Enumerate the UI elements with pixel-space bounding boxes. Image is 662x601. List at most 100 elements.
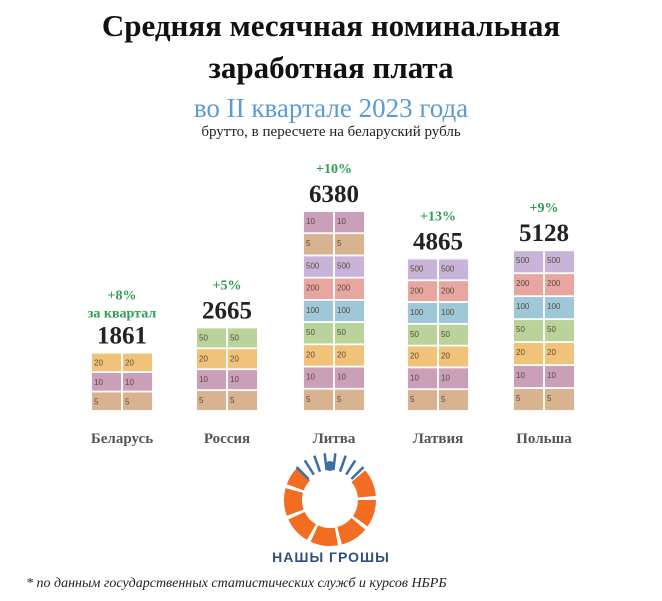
banknote <box>334 366 365 389</box>
logo-segment <box>288 511 316 540</box>
banknote-denomination: 5 <box>125 398 130 407</box>
category-label: Россия <box>204 431 250 447</box>
banknote-denomination: 200 <box>441 286 455 295</box>
banknote <box>91 372 122 392</box>
banknote-denomination: 50 <box>230 333 239 342</box>
banknote <box>438 389 469 411</box>
banknote-denomination: 500 <box>441 264 455 273</box>
banknote-denomination: 200 <box>547 279 561 288</box>
banknote <box>513 296 544 319</box>
banknote-denomination: 10 <box>94 378 103 387</box>
banknote <box>334 344 365 367</box>
banknote <box>544 365 575 388</box>
banknote-denomination: 5 <box>547 394 552 403</box>
banknote <box>407 324 438 346</box>
banknote <box>227 369 258 390</box>
logo-emblem-stroke <box>303 459 315 476</box>
banknote <box>407 258 438 280</box>
banknote-denomination: 500 <box>516 256 530 265</box>
banknote-denomination: 10 <box>337 217 346 226</box>
banknote-denomination: 20 <box>547 348 556 357</box>
banknote-denomination: 5 <box>306 395 311 404</box>
banknote-denomination: 5 <box>337 395 342 404</box>
value-label: 5128 <box>519 220 569 247</box>
banknote-denomination: 5 <box>199 396 204 405</box>
banknote-denomination: 5 <box>410 395 415 404</box>
banknote-denomination: 100 <box>337 306 351 315</box>
banknote <box>513 365 544 388</box>
banknote <box>438 324 469 346</box>
banknote-denomination: 10 <box>410 373 419 382</box>
banknote-denomination: 20 <box>410 352 419 361</box>
banknote <box>334 255 365 278</box>
banknote-denomination: 20 <box>441 352 450 361</box>
category-label: Латвия <box>413 431 464 447</box>
banknote <box>227 327 258 349</box>
banknote <box>334 322 365 345</box>
banknote <box>303 255 334 278</box>
logo-segment <box>286 467 311 491</box>
banknote <box>196 369 227 390</box>
banknote <box>513 273 544 296</box>
banknote <box>91 391 122 411</box>
banknote-denomination: 10 <box>199 375 208 384</box>
banknote <box>196 327 227 349</box>
banknote-denomination: 5 <box>306 239 311 248</box>
banknote-denomination: 20 <box>199 354 208 363</box>
chart-title-line1: Средняя месячная номинальная <box>101 8 561 43</box>
banknote <box>334 389 365 411</box>
banknote-denomination: 10 <box>547 371 556 380</box>
banknote-denomination: 20 <box>306 350 315 359</box>
banknote <box>407 389 438 411</box>
banknote-denomination: 500 <box>306 261 320 270</box>
banknote-denomination: 10 <box>441 373 450 382</box>
banknote <box>544 296 575 319</box>
bar-2: 5 5 10 10 20 20 50 50 <box>196 327 258 411</box>
banknote-denomination: 500 <box>410 264 424 273</box>
banknote <box>438 345 469 368</box>
banknote-denomination: 10 <box>230 375 239 384</box>
banknote <box>513 388 544 411</box>
banknote <box>227 390 258 411</box>
value-label: 6380 <box>309 181 359 208</box>
banknote-denomination: 200 <box>337 284 351 293</box>
banknote <box>303 211 334 233</box>
value-label: 1861 <box>97 323 147 350</box>
banknote-denomination: 50 <box>306 328 315 337</box>
banknote <box>91 352 122 372</box>
banknote-denomination: 10 <box>306 217 315 226</box>
banknote-denomination: 50 <box>441 330 450 339</box>
banknote-denomination: 5 <box>516 394 521 403</box>
banknote <box>334 211 365 233</box>
banknote <box>513 342 544 365</box>
banknote <box>122 391 153 411</box>
banknote-denomination: 5 <box>441 395 446 404</box>
banknote <box>303 322 334 345</box>
banknote <box>303 233 334 256</box>
banknote <box>438 258 469 280</box>
banknote-denomination: 100 <box>547 302 561 311</box>
banknote <box>407 367 438 389</box>
category-label: Литва <box>313 431 356 447</box>
banknote-denomination: 20 <box>125 359 134 368</box>
banknote-denomination: 100 <box>516 302 530 311</box>
banknote-denomination: 200 <box>410 286 424 295</box>
logo-segment <box>310 525 338 546</box>
banknote <box>303 300 334 322</box>
banknote-denomination: 20 <box>337 350 346 359</box>
banknote <box>407 345 438 368</box>
banknote <box>544 273 575 296</box>
banknote <box>196 390 227 411</box>
banknote <box>227 348 258 369</box>
banknote <box>303 277 334 300</box>
banknote <box>513 319 544 342</box>
banknote <box>303 389 334 411</box>
banknote <box>334 233 365 256</box>
banknote-denomination: 500 <box>547 256 561 265</box>
banknote <box>438 280 469 302</box>
banknote-denomination: 5 <box>94 398 99 407</box>
growth-label: +8% <box>108 289 137 304</box>
banknote <box>438 367 469 389</box>
banknote-denomination: 20 <box>230 354 239 363</box>
